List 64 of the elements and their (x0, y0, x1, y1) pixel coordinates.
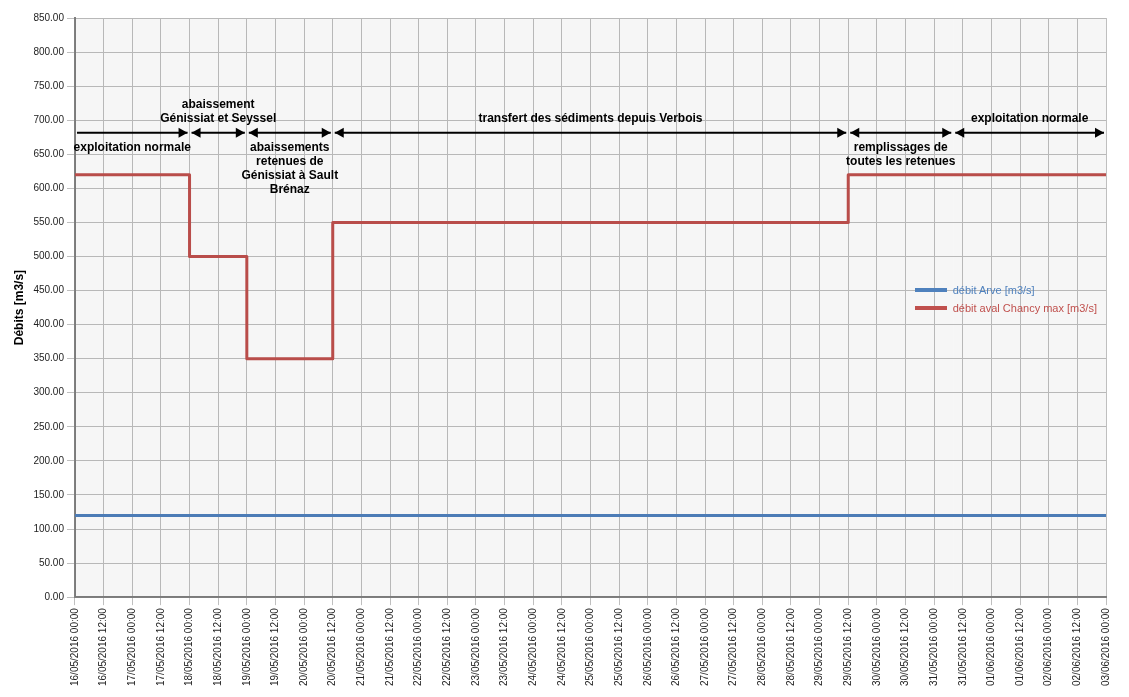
x-tick-label: 17/05/2016 12:00 (154, 607, 166, 687)
y-tick-label: 0.00 (44, 590, 65, 602)
y-tick-label: 700.00 (33, 113, 65, 125)
x-tick-label: 22/05/2016 00:00 (412, 607, 424, 687)
x-tick-label: 17/05/2016 00:00 (126, 607, 138, 687)
y-axis-title: Débits [m3/s] (11, 269, 26, 346)
x-tick-label: 25/05/2016 00:00 (584, 607, 596, 687)
y-tick-label: 500.00 (33, 250, 65, 262)
band-label: transfert des sédiments depuis Verbois (478, 110, 703, 125)
y-tick-label: 650.00 (33, 148, 65, 160)
x-tick-label: 01/06/2016 00:00 (985, 607, 997, 687)
x-tick-label: 16/05/2016 00:00 (68, 607, 80, 687)
x-tick-label: 26/05/2016 00:00 (641, 607, 653, 687)
x-tick-label: 30/05/2016 12:00 (899, 607, 911, 687)
y-tick-label: 200.00 (33, 454, 65, 466)
x-tick-label: 19/05/2016 00:00 (240, 607, 252, 687)
x-tick-label: 19/05/2016 12:00 (269, 607, 281, 687)
x-tick-label: 27/05/2016 12:00 (727, 607, 739, 687)
x-tick-label: 22/05/2016 12:00 (441, 607, 453, 687)
x-tick-label: 28/05/2016 00:00 (756, 607, 768, 687)
x-tick-label: 28/05/2016 12:00 (784, 607, 796, 687)
x-tick-label: 25/05/2016 12:00 (612, 607, 624, 687)
band-label: exploitation normale (73, 139, 192, 154)
x-tick-label: 31/05/2016 12:00 (956, 607, 968, 687)
y-tick-label: 300.00 (33, 386, 65, 398)
y-tick-label: 150.00 (33, 488, 65, 500)
x-tick-label: 24/05/2016 00:00 (526, 607, 538, 687)
band-label: exploitation normale (970, 110, 1089, 125)
x-tick-label: 03/06/2016 00:00 (1099, 607, 1111, 687)
x-tick-label: 27/05/2016 00:00 (698, 607, 710, 687)
y-tick-label: 800.00 (33, 45, 65, 57)
band-label: abaissements retenues de Génissiat à Sault Brénaz (241, 139, 339, 196)
text: débit aval Chancy max [m3/s] (952, 302, 1097, 314)
x-tick-label: 02/06/2016 00:00 (1042, 607, 1054, 687)
y-tick-label: 250.00 (33, 420, 65, 432)
x-tick-label: 30/05/2016 00:00 (870, 607, 882, 687)
x-tick-label: 20/05/2016 00:00 (297, 607, 309, 687)
x-tick-label: 26/05/2016 12:00 (670, 607, 682, 687)
y-tick-label: 750.00 (33, 79, 65, 91)
y-tick-label: 350.00 (33, 352, 65, 364)
x-tick-label: 21/05/2016 00:00 (355, 607, 367, 687)
y-tick-label: 50.00 (38, 556, 65, 568)
x-tick-label: 01/06/2016 12:00 (1013, 607, 1025, 687)
x-tick-label: 23/05/2016 12:00 (498, 607, 510, 687)
x-tick-label: 29/05/2016 12:00 (842, 607, 853, 687)
y-tick-label: 600.00 (33, 182, 65, 194)
x-tick-label: 29/05/2016 00:00 (813, 607, 825, 687)
x-tick-label: 16/05/2016 12:00 (97, 607, 109, 687)
x-tick-label: 02/06/2016 12:00 (1071, 607, 1083, 687)
y-tick-label: 400.00 (33, 318, 65, 330)
y-tick-label: 100.00 (33, 522, 65, 534)
y-tick-label: 550.00 (33, 216, 65, 228)
band-label: abaissement Génissiat et Seyssel (160, 96, 277, 125)
x-tick-label: 31/05/2016 00:00 (927, 607, 939, 687)
band-label: remplissages de toutes les retenues (846, 139, 956, 168)
text: débit Arve [m3/s] (952, 284, 1035, 296)
x-tick-label: 24/05/2016 12:00 (555, 607, 567, 687)
x-tick-label: 20/05/2016 12:00 (326, 607, 338, 687)
x-tick-label: 21/05/2016 12:00 (383, 607, 395, 687)
y-tick-label: 450.00 (33, 284, 65, 296)
x-tick-label: 18/05/2016 12:00 (211, 607, 223, 687)
y-tick-label: 850.00 (33, 11, 65, 23)
x-tick-label: 18/05/2016 00:00 (183, 607, 195, 687)
x-tick-label: 23/05/2016 00:00 (469, 607, 481, 687)
